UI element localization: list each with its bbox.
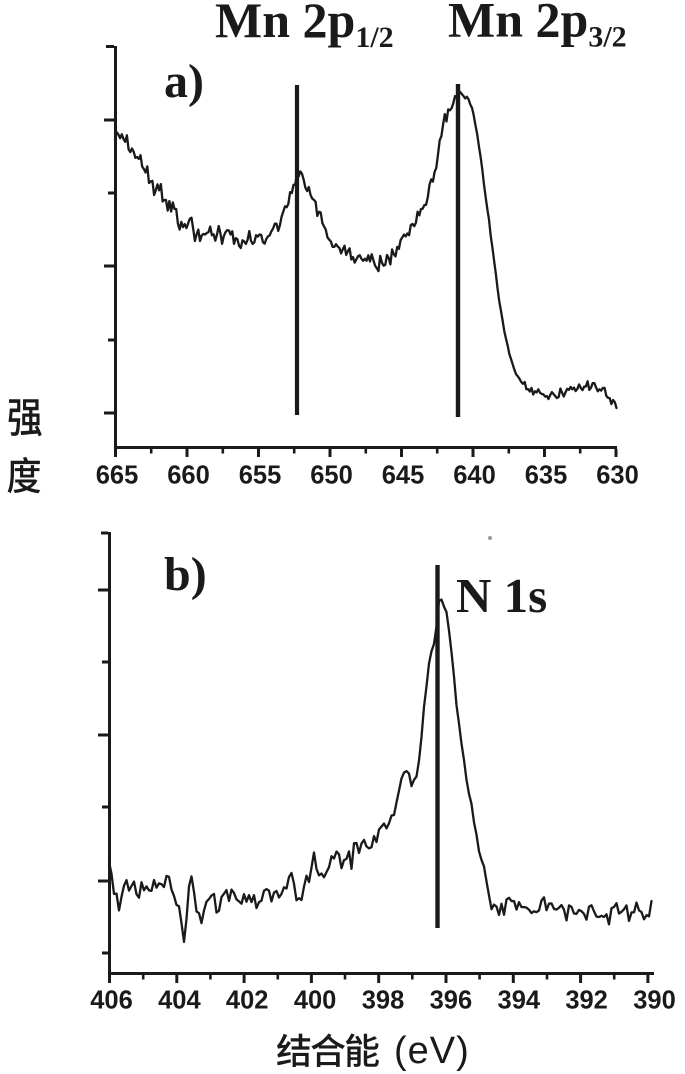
svg-text:394: 394 — [498, 987, 541, 1015]
svg-text:392: 392 — [565, 987, 608, 1015]
svg-text:400: 400 — [294, 987, 337, 1015]
svg-text:655: 655 — [239, 462, 282, 490]
svg-text:N 1s: N 1s — [456, 568, 547, 623]
svg-text:660: 660 — [167, 462, 210, 490]
svg-text:635: 635 — [525, 462, 568, 490]
svg-text:390: 390 — [633, 987, 676, 1015]
svg-text:404: 404 — [158, 987, 201, 1015]
svg-text:a): a) — [164, 55, 204, 108]
svg-text:398: 398 — [362, 987, 405, 1015]
svg-text:b): b) — [164, 548, 207, 601]
svg-text:645: 645 — [382, 462, 425, 490]
svg-text:406: 406 — [90, 987, 133, 1015]
svg-text:665: 665 — [96, 462, 139, 490]
svg-text:630: 630 — [596, 462, 639, 490]
svg-text:396: 396 — [430, 987, 473, 1015]
svg-text:650: 650 — [310, 462, 353, 490]
svg-text:(eV): (eV) — [394, 1030, 470, 1072]
svg-text:402: 402 — [226, 987, 269, 1015]
svg-text:640: 640 — [453, 462, 496, 490]
